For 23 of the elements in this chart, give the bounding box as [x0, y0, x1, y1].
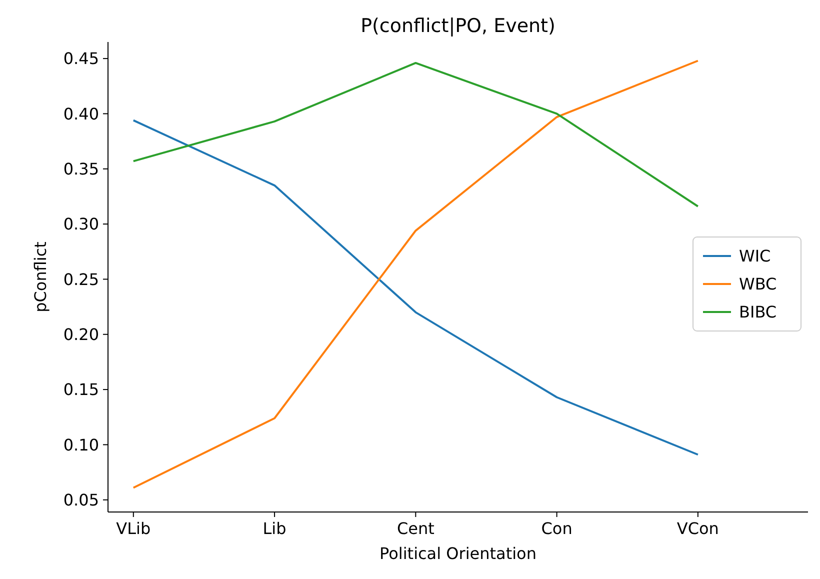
y-axis-title: pConflict — [31, 242, 50, 312]
line-series — [132, 62, 699, 208]
y-tick-label: 0.45 — [63, 49, 99, 68]
y-tick-label: 0.30 — [63, 214, 99, 234]
legend-label: WBC — [739, 274, 777, 294]
y-tick-label: 0.40 — [63, 104, 99, 124]
legend-label: BIBC — [739, 302, 777, 322]
x-axis-title: Political Orientation — [380, 544, 536, 563]
y-tick-label: 0.35 — [63, 159, 99, 178]
line-series — [132, 119, 699, 456]
chart-title: P(conflict|PO, Event) — [360, 15, 556, 37]
x-tick-label: Lib — [262, 519, 286, 538]
y-tick-label: 0.25 — [63, 270, 99, 289]
x-tick-label: VCon — [676, 519, 719, 538]
legend-label: WIC — [739, 246, 771, 266]
x-tick-label: VLib — [116, 519, 151, 538]
y-tick-label: 0.15 — [63, 380, 99, 400]
x-tick-label: Cent — [396, 519, 434, 538]
y-tick-label: 0.10 — [63, 435, 99, 454]
y-tick-label: 0.05 — [63, 490, 99, 510]
line-series — [132, 60, 699, 489]
y-tick-label: 0.20 — [63, 324, 99, 344]
x-tick-label: Con — [541, 519, 572, 538]
